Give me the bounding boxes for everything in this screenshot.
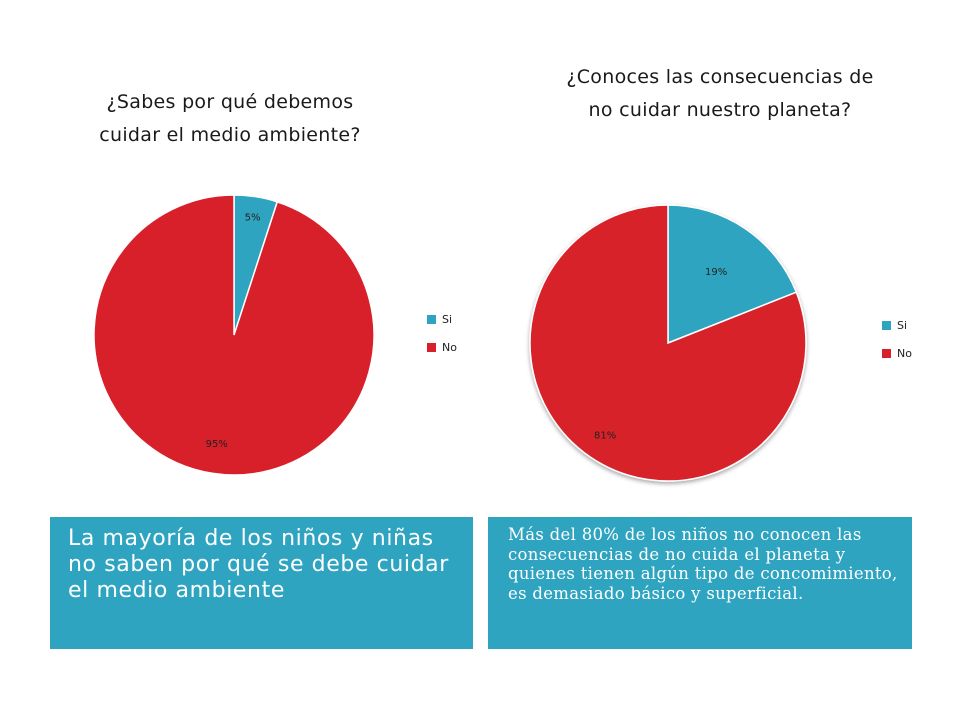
legend-label-no: No <box>897 347 912 360</box>
caption-left-text: La mayoría de los niños y niñas no saben… <box>68 526 449 603</box>
pie-slice-no <box>529 204 807 482</box>
legend-label-si: Si <box>442 313 452 326</box>
pie-slice-si <box>667 204 798 345</box>
pie-slice-no <box>93 194 375 476</box>
chart-title-left-line-1: ¿Sabes por qué debemos <box>106 91 354 113</box>
pie-chart-right: 19% 81% Si No <box>529 204 912 482</box>
legend-swatch-si <box>882 321 891 330</box>
caption-right-text: Más del 80% de los niños no conocen las … <box>508 525 898 603</box>
data-label-si: 5% <box>245 212 261 223</box>
chart-title-right: ¿Conoces las consecuencias de no cuidar … <box>520 61 920 127</box>
legend-swatch-si <box>427 315 436 324</box>
caption-left: La mayoría de los niños y niñas no saben… <box>50 517 473 649</box>
chart-title-right-line-2: no cuidar nuestro planeta? <box>588 99 852 121</box>
chart-title-left: ¿Sabes por qué debemos cuidar el medio a… <box>60 86 400 152</box>
data-label-no: 95% <box>206 439 228 450</box>
pie-chart-left: 5% 95% Si No <box>93 194 457 476</box>
legend-label-si: Si <box>897 319 907 332</box>
legend-label-no: No <box>442 341 457 354</box>
data-label-si: 19% <box>705 267 727 278</box>
data-label-no: 81% <box>594 430 616 441</box>
caption-right: Más del 80% de los niños no conocen las … <box>488 517 912 649</box>
chart-title-left-line-2: cuidar el medio ambiente? <box>99 124 361 146</box>
legend-swatch-no <box>882 349 891 358</box>
chart-title-right-line-1: ¿Conoces las consecuencias de <box>566 66 874 88</box>
legend-swatch-no <box>427 343 436 352</box>
